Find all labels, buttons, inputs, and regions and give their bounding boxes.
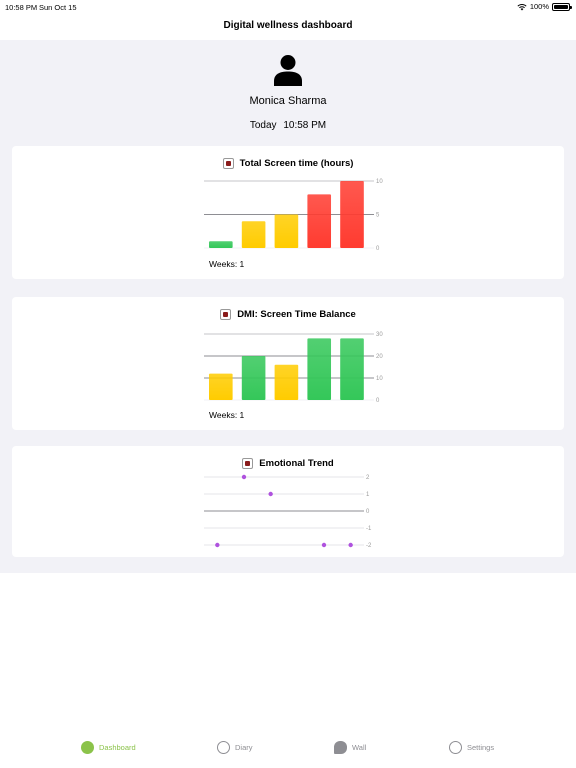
- tab-wall[interactable]: Wall: [334, 741, 366, 754]
- dmi-card-header: DMI: Screen Time Balance: [12, 309, 564, 320]
- bar: [209, 373, 233, 400]
- tab-dashboard-label: Dashboard: [99, 743, 136, 752]
- dmi-balance-card[interactable]: DMI: Screen Time Balance 0 10 20 30 Weeks: …: [12, 297, 564, 430]
- bar: [307, 338, 332, 400]
- tab-bar: Dashboard Diary Wall Settings: [0, 735, 576, 768]
- navigation-bar: Digital wellness dashboard: [0, 14, 576, 40]
- tab-settings[interactable]: Settings: [449, 741, 494, 754]
- bar: [241, 356, 266, 400]
- settings-icon: [449, 741, 462, 754]
- wall-icon: [334, 741, 347, 754]
- user-avatar-icon[interactable]: [271, 54, 305, 86]
- user-name: Monica Sharma: [249, 95, 327, 107]
- dmi-card-title: DMI: Screen Time Balance: [237, 309, 356, 320]
- bar: [340, 181, 364, 248]
- y-tick-label: 1: [366, 492, 370, 498]
- data-point: [215, 542, 220, 548]
- dashboard-icon: [81, 741, 94, 754]
- bar: [307, 194, 332, 248]
- y-tick-label: 20: [376, 354, 383, 360]
- screen-time-card-title: Total Screen time (hours): [239, 158, 354, 169]
- dmi-balance-chart: 0 10 20 30: [204, 332, 383, 404]
- battery-percent: 100%: [529, 2, 549, 11]
- diary-icon: [217, 741, 230, 754]
- bar: [274, 364, 299, 400]
- app-logo-icon: [242, 458, 254, 469]
- screen-time-card-header: Total Screen time (hours): [12, 158, 564, 169]
- y-tick-label: 30: [376, 332, 383, 338]
- screen-time-card[interactable]: Total Screen time (hours) 0 5 10 Weeks: 1: [12, 146, 564, 279]
- y-tick-label: 10: [376, 179, 383, 185]
- battery-icon: [552, 2, 572, 11]
- dashboard-content: Monica Sharma Today 10:58 PM Total Scree…: [0, 40, 576, 573]
- screen-time-weeks-label: Weeks: 1: [209, 259, 245, 269]
- current-datetime: Today 10:58 PM: [0, 120, 576, 131]
- status-time: 10:58 PM: [5, 3, 38, 12]
- status-date: Sun Oct 15: [39, 3, 77, 12]
- screen-time-chart: 0 5 10: [204, 179, 383, 252]
- app-logo-icon: [220, 309, 232, 320]
- page-title: Digital wellness dashboard: [223, 20, 353, 31]
- status-bar: 10:58 PM Sun Oct 15 100%: [0, 0, 576, 14]
- tab-diary[interactable]: Diary: [217, 741, 253, 754]
- emotional-card-header: Emotional Trend: [12, 458, 564, 469]
- data-point: [321, 542, 327, 548]
- y-tick-label: 0: [376, 246, 380, 252]
- y-tick-label: 10: [376, 376, 383, 382]
- y-tick-label: 0: [376, 398, 380, 404]
- current-time: 10:58 PM: [283, 120, 327, 131]
- tab-wall-label: Wall: [352, 743, 367, 752]
- y-tick-label: 2: [366, 475, 370, 481]
- status-right: 100%: [517, 2, 572, 11]
- emotional-card-title: Emotional Trend: [259, 458, 334, 469]
- y-tick-label: 0: [366, 509, 370, 515]
- emotional-trend-chart: -2 -1 0 1 2: [204, 474, 372, 549]
- data-point: [268, 491, 273, 497]
- dmi-weeks-label: Weeks: 1: [209, 410, 245, 420]
- data-point: [348, 542, 353, 548]
- today-label: Today: [249, 120, 277, 131]
- data-point: [241, 474, 247, 480]
- y-tick-label: 5: [376, 213, 380, 219]
- emotional-trend-card[interactable]: Emotional Trend -2 -1 0 1 2: [12, 446, 564, 557]
- tab-dashboard[interactable]: Dashboard: [81, 741, 136, 754]
- bar: [340, 338, 364, 400]
- bar: [274, 214, 299, 248]
- tab-settings-label: Settings: [467, 743, 495, 752]
- bar: [241, 221, 266, 248]
- app-logo-icon: [222, 158, 234, 169]
- y-tick-label: -2: [366, 543, 372, 549]
- wifi-icon: [517, 3, 527, 10]
- y-tick-label: -1: [366, 526, 372, 532]
- tab-diary-label: Diary: [235, 743, 253, 752]
- bar: [209, 241, 233, 248]
